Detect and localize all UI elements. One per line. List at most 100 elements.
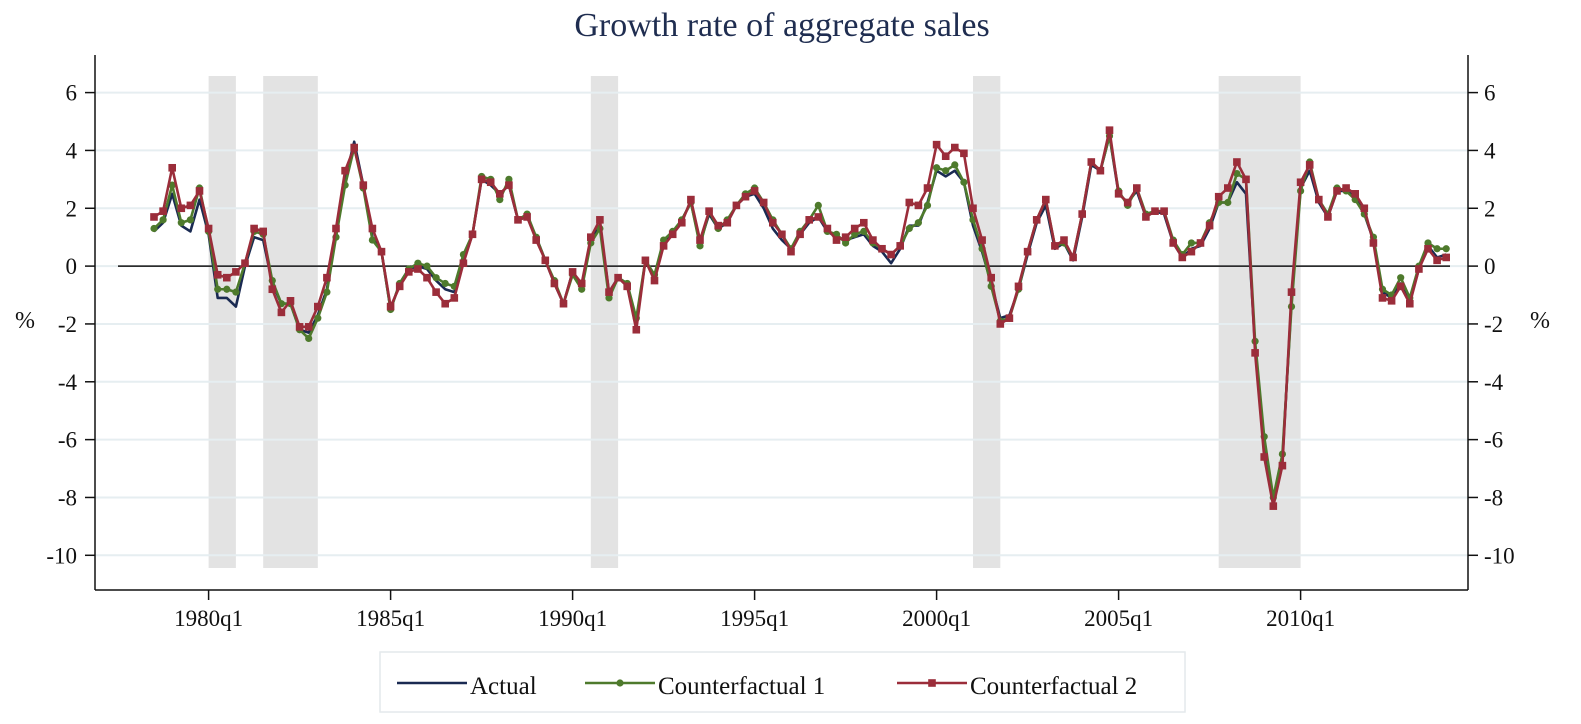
point-marker xyxy=(805,216,813,224)
legend-marker xyxy=(616,679,624,687)
point-marker xyxy=(1442,245,1450,253)
point-marker xyxy=(204,224,213,233)
point-marker xyxy=(1205,221,1214,230)
point-marker xyxy=(450,294,459,302)
point-marker xyxy=(368,224,377,233)
x-tick-label: 2005q1 xyxy=(1084,606,1153,631)
point-marker xyxy=(1433,256,1441,265)
point-marker xyxy=(914,219,923,227)
point-marker xyxy=(832,236,841,244)
point-marker xyxy=(796,230,804,239)
point-marker xyxy=(1424,244,1432,253)
point-marker xyxy=(759,198,768,207)
point-marker xyxy=(1397,274,1405,282)
point-marker xyxy=(914,201,923,210)
y2-tick-label: -8 xyxy=(1484,485,1503,510)
point-marker xyxy=(405,268,413,276)
point-marker xyxy=(723,218,732,227)
legend-box xyxy=(379,651,1186,713)
point-marker xyxy=(778,230,786,239)
point-marker xyxy=(505,181,513,189)
point-marker xyxy=(1406,299,1414,308)
point-marker xyxy=(1278,461,1287,470)
point-marker xyxy=(1233,169,1241,178)
point-marker xyxy=(1396,282,1405,291)
point-marker xyxy=(1160,207,1168,215)
y2-tick-label: 0 xyxy=(1484,254,1496,279)
point-marker xyxy=(159,216,167,224)
point-marker xyxy=(1096,166,1105,175)
point-marker xyxy=(1369,239,1378,247)
point-marker xyxy=(1433,245,1441,253)
y2-tick-label: -2 xyxy=(1484,312,1503,337)
point-marker xyxy=(1105,126,1114,134)
point-marker xyxy=(596,216,604,224)
point-marker xyxy=(1114,190,1123,198)
point-marker xyxy=(323,273,331,282)
point-marker xyxy=(1415,265,1423,273)
point-marker xyxy=(432,288,440,296)
point-marker xyxy=(1178,253,1187,262)
point-marker xyxy=(1233,158,1241,166)
point-marker xyxy=(1296,178,1305,187)
point-marker xyxy=(905,224,913,233)
point-marker xyxy=(295,323,304,331)
point-marker xyxy=(969,204,977,213)
y-tick-label: -10 xyxy=(46,543,77,568)
point-marker xyxy=(1333,187,1341,195)
point-marker xyxy=(377,247,386,256)
point-marker xyxy=(1133,184,1141,192)
point-marker xyxy=(1051,242,1059,250)
point-marker xyxy=(960,149,968,158)
point-marker xyxy=(168,163,176,172)
point-marker xyxy=(1151,207,1159,215)
point-marker xyxy=(687,195,695,204)
y-tick-label: 4 xyxy=(66,138,78,163)
point-marker xyxy=(150,224,158,233)
point-marker xyxy=(232,268,240,276)
point-marker xyxy=(696,236,704,244)
point-marker xyxy=(1023,247,1032,256)
point-marker xyxy=(1305,161,1314,169)
point-marker xyxy=(468,230,477,239)
y-tick-label: -4 xyxy=(58,370,78,395)
point-marker xyxy=(186,201,195,210)
y2-tick-label: 4 xyxy=(1484,138,1496,163)
point-marker xyxy=(213,270,222,279)
point-marker xyxy=(414,259,422,267)
point-marker xyxy=(314,314,322,322)
shaded-period xyxy=(1218,76,1301,568)
point-marker xyxy=(696,242,704,250)
y-tick-label: -6 xyxy=(58,428,77,453)
point-marker xyxy=(423,262,431,270)
x-tick-label: 2010q1 xyxy=(1266,606,1335,631)
point-marker xyxy=(841,233,850,241)
point-marker xyxy=(941,152,950,161)
shaded-period xyxy=(973,76,1001,568)
point-marker xyxy=(523,213,531,221)
point-marker xyxy=(923,184,932,192)
point-marker xyxy=(441,299,449,308)
point-marker xyxy=(241,259,249,268)
point-marker xyxy=(1351,190,1359,198)
point-marker xyxy=(1424,239,1432,247)
point-marker xyxy=(605,294,613,302)
point-marker xyxy=(732,201,741,210)
point-marker xyxy=(1042,195,1050,204)
y-tick-label: 0 xyxy=(66,254,78,279)
point-marker xyxy=(1032,216,1041,224)
point-marker xyxy=(441,279,449,288)
point-marker xyxy=(304,323,313,331)
y2-axis-label: % xyxy=(1530,308,1550,334)
point-marker xyxy=(996,320,1005,328)
point-marker xyxy=(177,204,186,213)
point-marker xyxy=(632,325,641,334)
point-marker xyxy=(960,178,968,186)
point-marker xyxy=(214,285,222,293)
point-marker xyxy=(641,256,650,265)
point-marker xyxy=(432,274,440,282)
point-marker xyxy=(1287,288,1296,296)
point-marker xyxy=(860,227,868,236)
point-marker xyxy=(250,224,258,233)
